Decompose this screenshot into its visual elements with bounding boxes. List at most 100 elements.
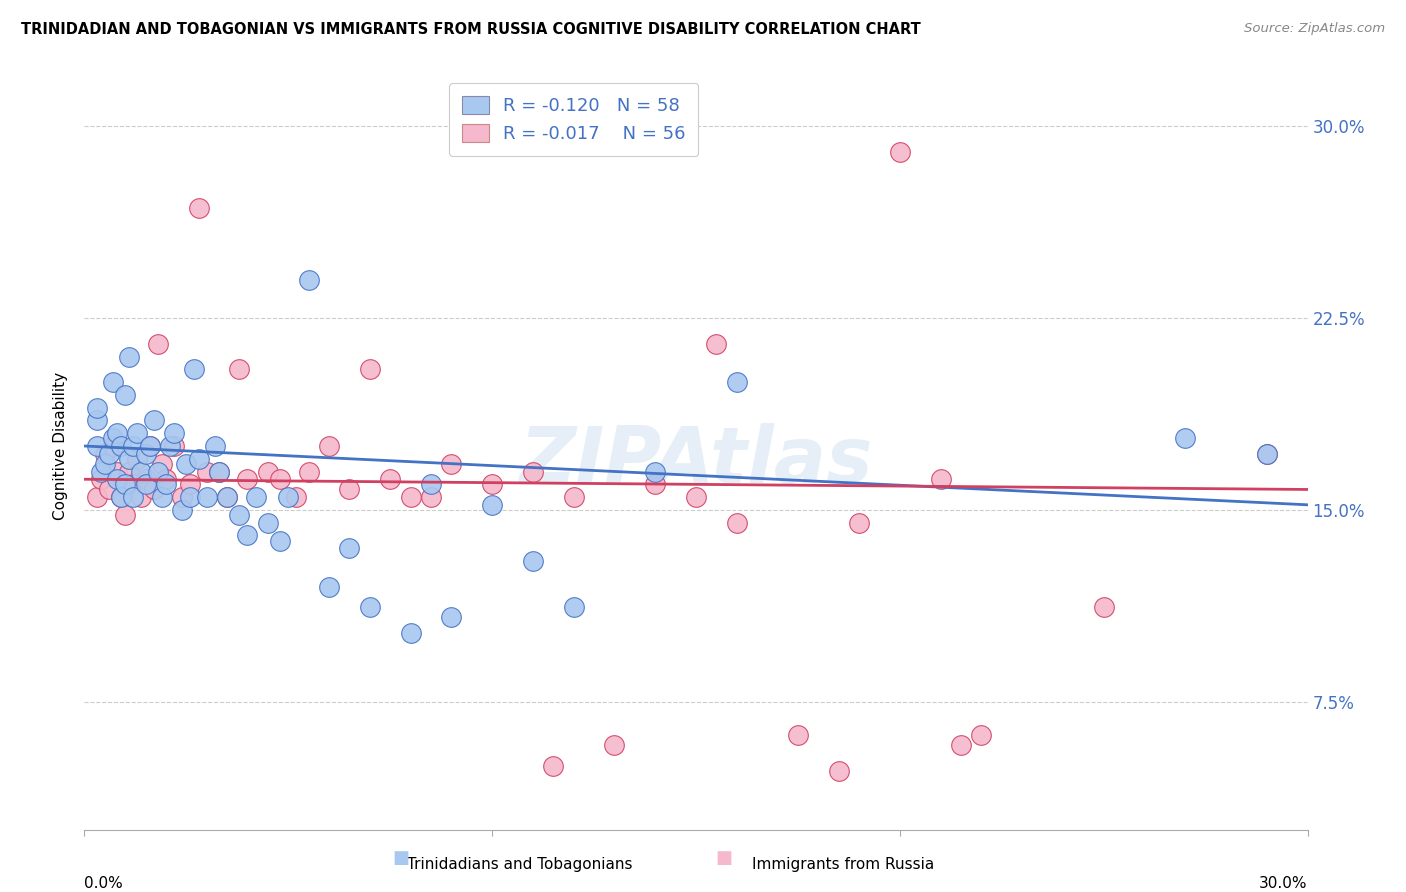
Point — [150, 490, 173, 504]
Point — [131, 465, 153, 479]
Point — [97, 483, 120, 497]
Text: 0.0%: 0.0% — [84, 876, 124, 890]
Point — [114, 388, 136, 402]
Point — [725, 375, 748, 389]
Point — [93, 447, 115, 461]
Point — [787, 728, 810, 742]
Point — [114, 477, 136, 491]
Point — [86, 439, 108, 453]
Legend: R = -0.120   N = 58, R = -0.017    N = 56: R = -0.120 N = 58, R = -0.017 N = 56 — [449, 83, 699, 156]
Point — [86, 413, 108, 427]
Point — [86, 401, 108, 415]
Point — [481, 498, 503, 512]
Point — [245, 490, 267, 504]
Point — [950, 738, 973, 752]
Point — [420, 490, 443, 504]
Point — [127, 426, 149, 441]
Point — [543, 758, 565, 772]
Point — [481, 477, 503, 491]
Point — [179, 490, 201, 504]
Point — [236, 528, 259, 542]
Point — [118, 350, 141, 364]
Text: Immigrants from Russia: Immigrants from Russia — [752, 857, 935, 872]
Point — [195, 490, 218, 504]
Point — [277, 490, 299, 504]
Text: ■: ■ — [716, 849, 733, 867]
Point — [146, 465, 169, 479]
Point — [228, 508, 250, 522]
Point — [298, 273, 321, 287]
Point — [172, 503, 194, 517]
Point — [929, 472, 952, 486]
Point — [183, 362, 205, 376]
Point — [208, 465, 231, 479]
Point — [93, 457, 115, 471]
Point — [97, 447, 120, 461]
Point — [298, 465, 321, 479]
Point — [110, 490, 132, 504]
Point — [135, 472, 157, 486]
Point — [146, 336, 169, 351]
Point — [970, 728, 993, 742]
Point — [269, 472, 291, 486]
Point — [399, 625, 422, 640]
Point — [440, 610, 463, 624]
Point — [257, 465, 280, 479]
Point — [399, 490, 422, 504]
Point — [644, 477, 666, 491]
Point — [204, 439, 226, 453]
Point — [135, 477, 157, 491]
Point — [440, 457, 463, 471]
Point — [522, 465, 544, 479]
Point — [90, 465, 112, 479]
Point — [1256, 447, 1278, 461]
Point — [828, 764, 851, 778]
Point — [163, 426, 186, 441]
Text: TRINIDADIAN AND TOBAGONIAN VS IMMIGRANTS FROM RUSSIA COGNITIVE DISABILITY CORREL: TRINIDADIAN AND TOBAGONIAN VS IMMIGRANTS… — [21, 22, 921, 37]
Point — [420, 477, 443, 491]
Point — [155, 477, 177, 491]
Point — [269, 533, 291, 548]
Point — [562, 490, 585, 504]
Point — [217, 490, 239, 504]
Point — [138, 439, 160, 453]
Point — [1092, 600, 1115, 615]
Point — [725, 516, 748, 530]
Point — [131, 490, 153, 504]
Point — [208, 465, 231, 479]
Text: ■: ■ — [392, 849, 409, 867]
Point — [127, 451, 149, 466]
Text: Trinidadians and Tobagonians: Trinidadians and Tobagonians — [408, 857, 633, 872]
Point — [179, 477, 201, 491]
Point — [318, 439, 340, 453]
Point — [142, 483, 165, 497]
Point — [359, 362, 381, 376]
Point — [1174, 431, 1197, 445]
Point — [122, 490, 145, 504]
Point — [86, 490, 108, 504]
Point — [142, 413, 165, 427]
Text: 30.0%: 30.0% — [1260, 876, 1308, 890]
Point — [114, 508, 136, 522]
Point — [118, 465, 141, 479]
Point — [135, 447, 157, 461]
Point — [110, 439, 132, 453]
Point — [1256, 447, 1278, 461]
Text: Source: ZipAtlas.com: Source: ZipAtlas.com — [1244, 22, 1385, 36]
Point — [174, 457, 197, 471]
Point — [522, 554, 544, 568]
Point — [122, 477, 145, 491]
Point — [339, 541, 361, 556]
Point — [228, 362, 250, 376]
Point — [172, 490, 194, 504]
Point — [195, 465, 218, 479]
Point — [118, 451, 141, 466]
Y-axis label: Cognitive Disability: Cognitive Disability — [53, 372, 69, 520]
Point — [236, 472, 259, 486]
Point — [562, 600, 585, 615]
Point — [122, 439, 145, 453]
Point — [318, 580, 340, 594]
Point — [105, 465, 128, 479]
Point — [159, 439, 181, 453]
Point — [706, 336, 728, 351]
